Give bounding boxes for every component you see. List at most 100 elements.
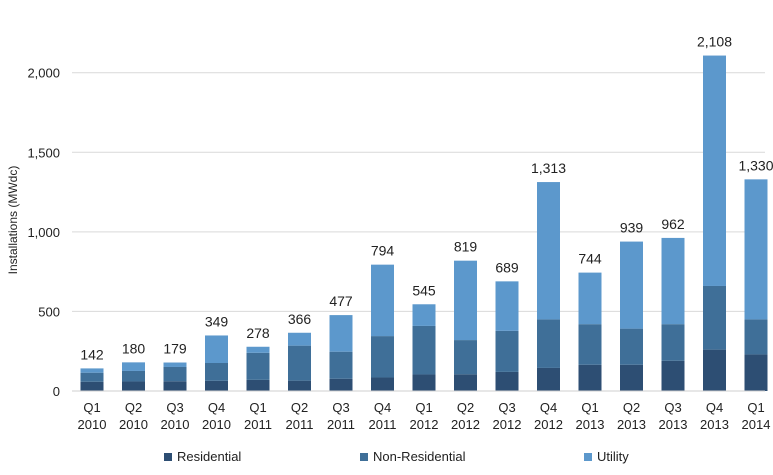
x-tick-label-year: 2010 <box>78 417 107 432</box>
y-tick-label: 2,000 <box>27 66 60 81</box>
x-tick-label-quarter: Q2 <box>623 400 640 415</box>
bar-segment-residential <box>578 364 602 391</box>
bar-segment-residential <box>412 374 436 391</box>
bar-segment-residential <box>744 354 768 391</box>
y-tick-label: 1,000 <box>27 225 60 240</box>
x-tick-label-year: 2013 <box>617 417 646 432</box>
x-tick-label-year: 2014 <box>742 417 771 432</box>
total-data-label: 349 <box>205 313 229 329</box>
x-tick-label-year: 2011 <box>244 417 272 432</box>
bar-segment-utility <box>163 362 187 367</box>
grid-layer <box>72 72 765 312</box>
bar-segment-utility <box>371 264 394 337</box>
y-tick-label: 0 <box>53 384 60 399</box>
legend-swatch-non-residential <box>360 453 368 461</box>
bar-segment-utility <box>122 362 145 371</box>
x-tick-label-year: 2012 <box>534 417 563 432</box>
bar-segment-residential <box>661 360 685 391</box>
y-tick-label: 1,500 <box>27 145 60 160</box>
legend-label-utility: Utility <box>597 449 629 464</box>
x-tick-label-year: 2010 <box>202 417 231 432</box>
x-tick-label-quarter: Q4 <box>706 400 723 415</box>
bar-segment-utility <box>620 241 643 329</box>
bar-segment-utility <box>703 55 726 286</box>
bar-segment-non-residential <box>537 319 560 368</box>
total-data-label: 477 <box>329 293 353 309</box>
axes-layer: 0 500 1,000 1,500 2,000 Q1 2010 Q2 2010 Q3 2010 Q4 2… <box>27 66 770 432</box>
bar-segment-residential <box>122 381 145 391</box>
bar-segment-utility <box>537 182 560 320</box>
x-tick-label-year: 2010 <box>119 417 148 432</box>
bar-segment-non-residential <box>495 330 519 372</box>
x-tick-label-quarter: Q2 <box>125 400 142 415</box>
total-data-label: 689 <box>495 259 519 275</box>
bar-segment-residential <box>371 377 394 391</box>
x-tick-label-quarter: Q1 <box>249 400 266 415</box>
bar-segment-residential <box>703 349 726 391</box>
total-data-label: 962 <box>661 216 685 232</box>
bar-segment-residential <box>246 379 270 391</box>
total-data-label: 939 <box>620 220 644 236</box>
bar-segment-non-residential <box>454 340 477 375</box>
bar-segment-utility <box>288 332 311 346</box>
bar-segment-non-residential <box>163 366 187 382</box>
x-tick-label-quarter: Q4 <box>208 400 225 415</box>
x-tick-label-quarter: Q1 <box>83 400 100 415</box>
bar-segment-non-residential <box>412 325 436 375</box>
x-tick-label-quarter: Q1 <box>415 400 432 415</box>
bars-layer <box>80 55 768 391</box>
x-tick-label-year: 2012 <box>410 417 439 432</box>
x-tick-label-year: 2013 <box>700 417 729 432</box>
legend-swatch-residential <box>164 453 172 461</box>
bar-segment-residential <box>205 380 228 391</box>
x-tick-label-quarter: Q3 <box>166 400 183 415</box>
bar-segment-utility <box>329 315 353 352</box>
bar-segment-non-residential <box>205 362 228 381</box>
bar-segment-non-residential <box>80 372 104 382</box>
total-data-label: 744 <box>578 251 602 267</box>
bar-segment-utility <box>80 368 104 373</box>
bar-segment-residential <box>288 380 311 391</box>
y-tick-label: 500 <box>38 304 60 319</box>
y-axis-title: Installations (MWdc) <box>6 166 20 275</box>
total-data-label: 366 <box>288 311 312 327</box>
total-data-label: 545 <box>412 282 436 298</box>
x-tick-label-year: 2013 <box>659 417 688 432</box>
total-data-label: 1,330 <box>738 157 773 173</box>
total-data-label: 819 <box>454 239 478 255</box>
x-tick-label-quarter: Q4 <box>374 400 391 415</box>
bar-segment-non-residential <box>246 352 270 380</box>
legend-swatch-utility <box>584 453 592 461</box>
bar-segment-non-residential <box>371 336 394 378</box>
x-tick-label-quarter: Q2 <box>457 400 474 415</box>
x-tick-label-year: 2011 <box>327 417 355 432</box>
bar-segment-utility <box>246 346 270 353</box>
total-data-label: 180 <box>122 340 146 356</box>
x-tick-label-year: 2013 <box>576 417 605 432</box>
x-tick-label-year: 2011 <box>286 417 314 432</box>
bar-segment-non-residential <box>620 328 643 365</box>
bar-segment-residential <box>537 367 560 391</box>
x-tick-label-quarter: Q4 <box>540 400 557 415</box>
bar-segment-residential <box>454 374 477 391</box>
bar-segment-utility <box>454 260 477 341</box>
x-tick-label-quarter: Q2 <box>291 400 308 415</box>
bar-segment-utility <box>412 304 436 326</box>
x-tick-label-year: 2011 <box>369 417 397 432</box>
bar-segment-residential <box>80 381 104 391</box>
x-tick-label-quarter: Q3 <box>498 400 515 415</box>
bar-segment-non-residential <box>578 324 602 365</box>
bar-segment-non-residential <box>661 324 685 361</box>
total-data-label: 2,108 <box>697 34 732 50</box>
bar-segment-residential <box>163 381 187 391</box>
bar-segment-residential <box>620 364 643 391</box>
legend-label-non-residential: Non-Residential <box>373 449 466 464</box>
legend-layer: Residential Non-Residential Utility <box>164 449 629 464</box>
total-data-label: 1,313 <box>531 160 566 176</box>
bar-segment-non-residential <box>744 319 768 355</box>
x-tick-label-quarter: Q1 <box>747 400 764 415</box>
bar-segment-utility <box>661 237 685 325</box>
x-tick-label-quarter: Q3 <box>664 400 681 415</box>
